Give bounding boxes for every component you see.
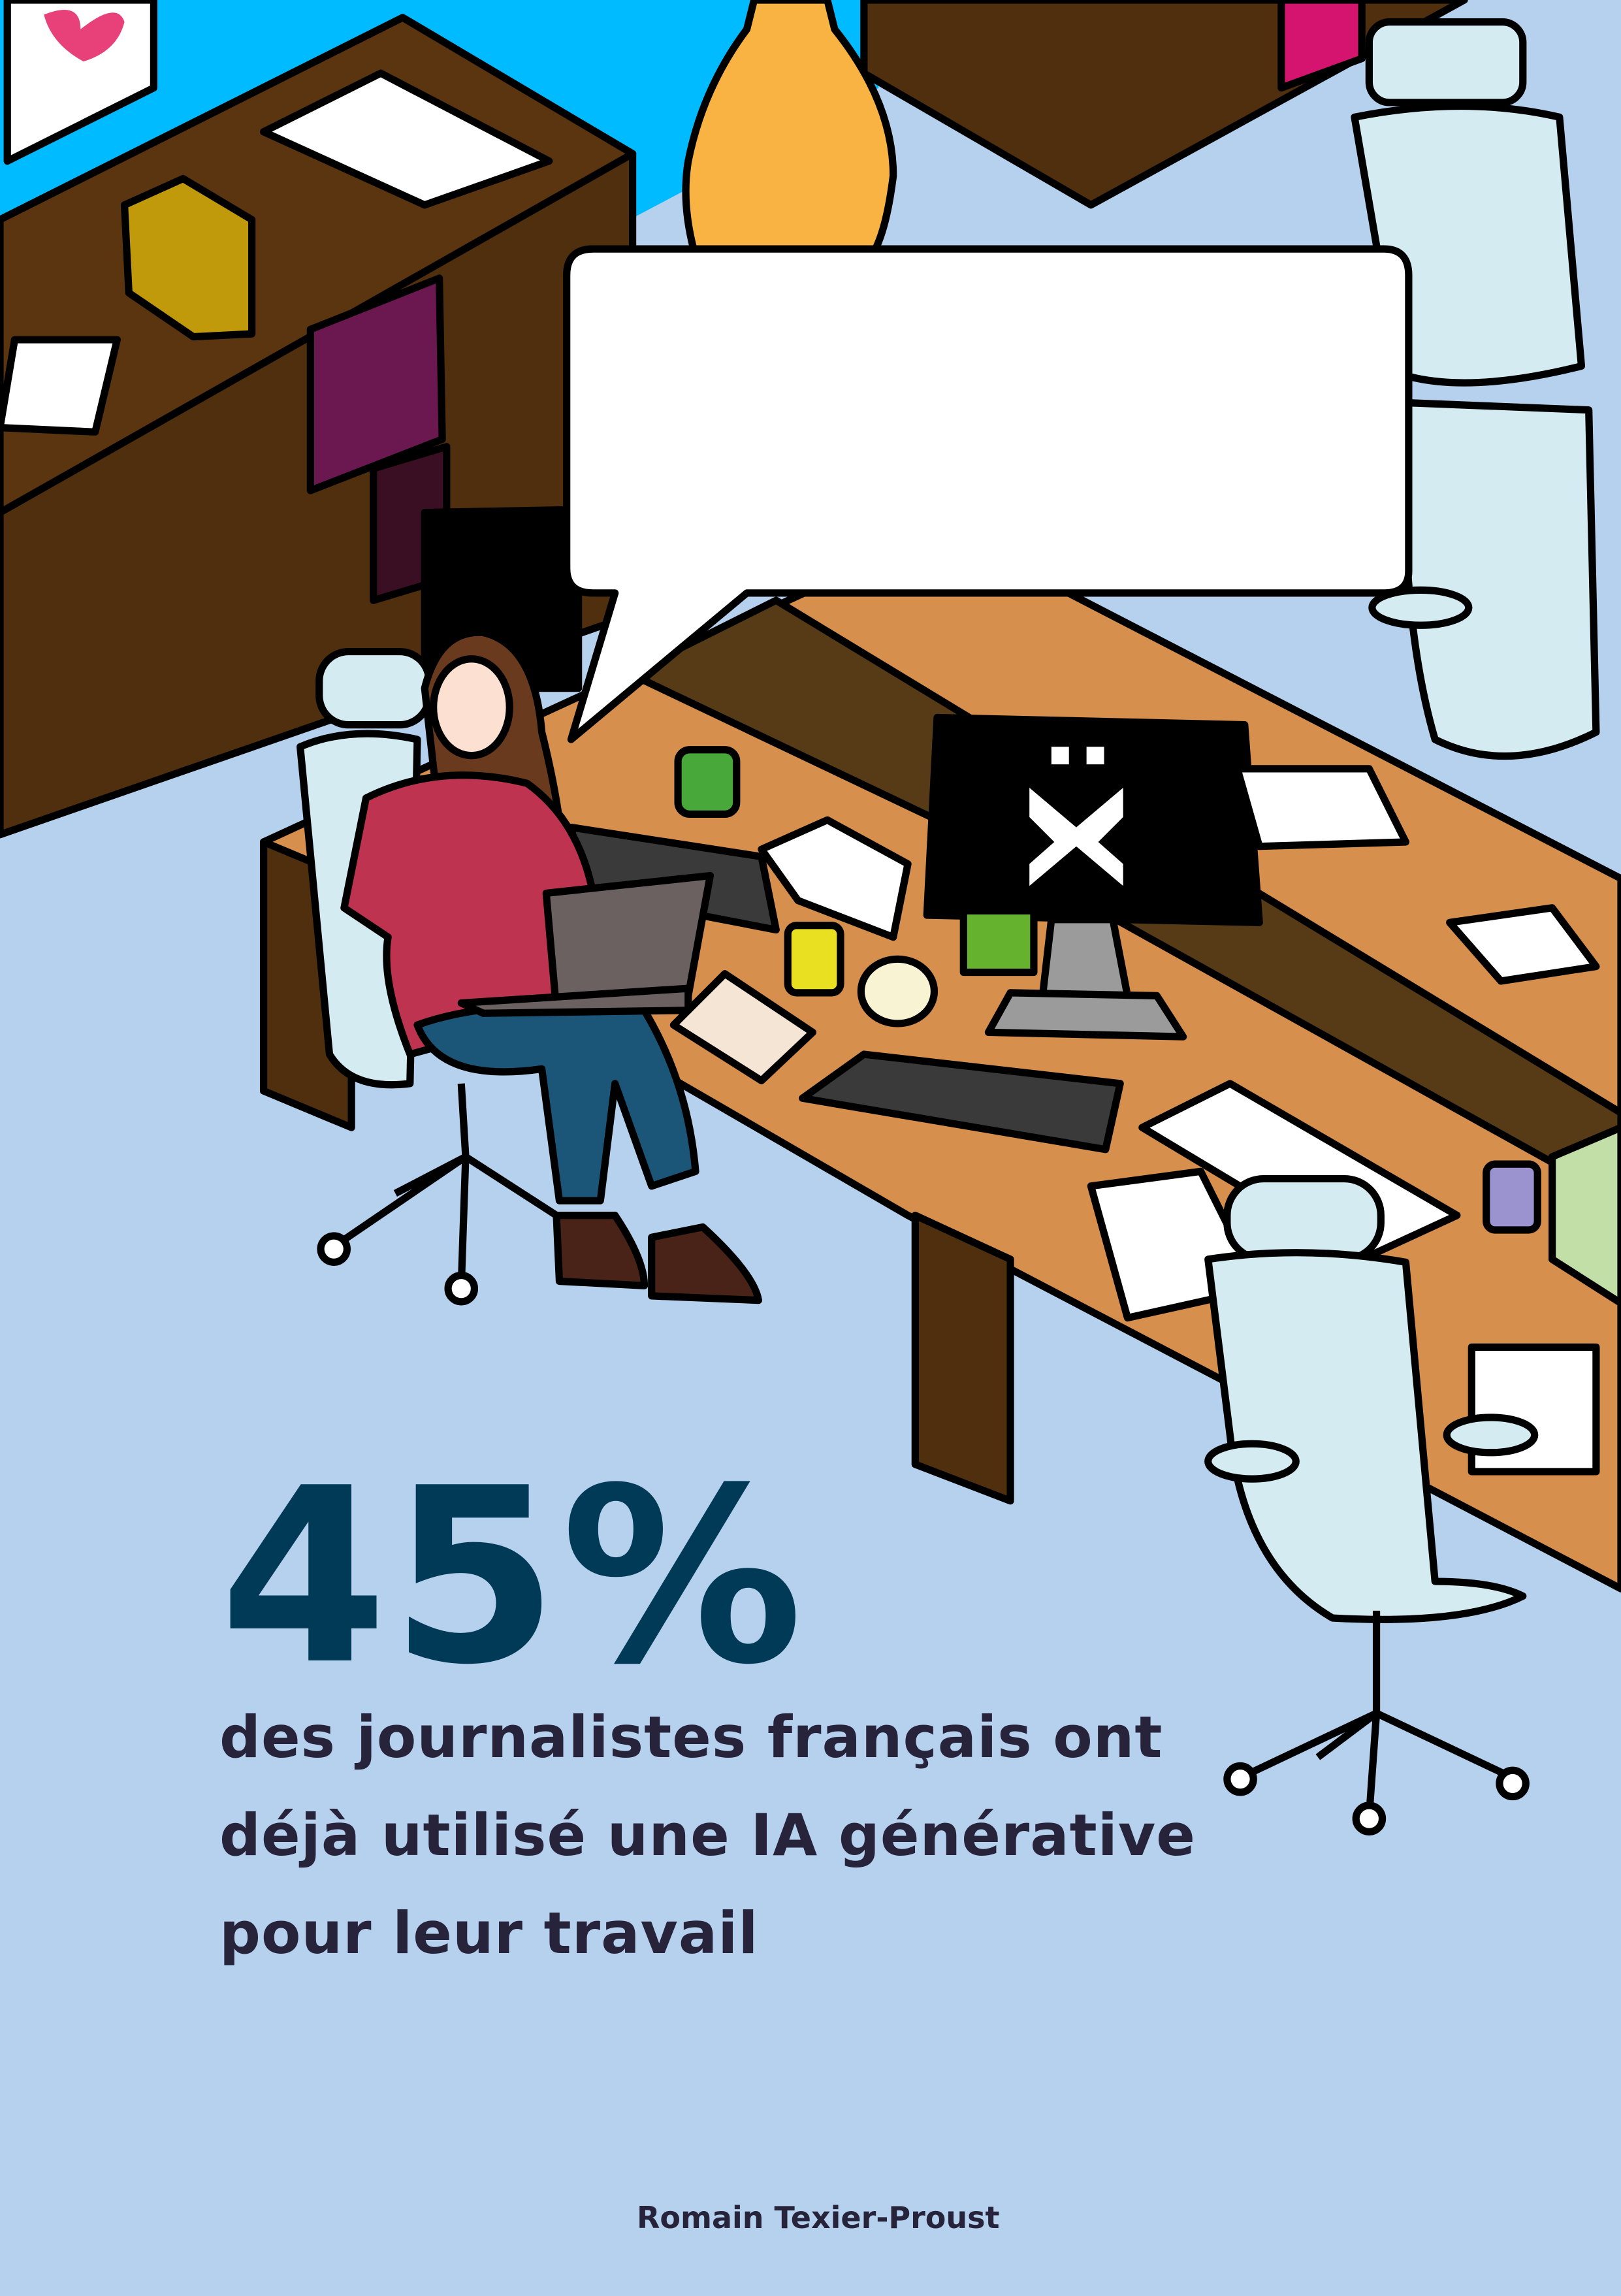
monitor-stand <box>1038 916 1132 999</box>
face <box>430 655 513 760</box>
pencil-cup <box>784 922 844 997</box>
yellow-box <box>120 174 256 341</box>
caption-line: pour leur travail <box>219 1900 759 1967</box>
empty-chair-front <box>1204 1174 1539 1835</box>
white-paper-left <box>0 336 121 436</box>
green-mug <box>674 746 741 818</box>
papers-stack <box>259 69 553 209</box>
speech-bubble <box>563 245 1413 743</box>
caption: des journalistes français ont déjà utili… <box>219 1689 1264 1982</box>
mouse <box>857 955 939 1027</box>
purple-cup <box>1483 1160 1541 1234</box>
green-box <box>1549 1124 1621 1307</box>
app-logo-icon <box>1029 747 1123 886</box>
laptop-base <box>457 984 692 1017</box>
author-credit: Romain Texier-Proust <box>637 2200 1000 2235</box>
paper-sheet-right <box>1233 765 1410 850</box>
paper-sheet-right2 <box>1446 904 1600 985</box>
keyboard <box>799 1050 1124 1154</box>
heart-icon <box>44 9 125 62</box>
desk-leg-right <box>911 1212 1014 1505</box>
notepad <box>669 970 816 1084</box>
woman-working <box>340 628 763 1304</box>
purple-books <box>306 274 446 494</box>
white-paper-desk <box>1468 1343 1600 1476</box>
shoe-left <box>553 1212 649 1289</box>
caption-line: déjà utilisé une IA générative <box>219 1802 1196 1869</box>
shirt <box>340 771 597 1058</box>
paper-sheet <box>758 816 912 941</box>
green-book <box>959 907 1038 977</box>
heart-poster <box>3 0 158 165</box>
monitor-base <box>984 989 1187 1041</box>
magenta-books <box>1277 0 1366 92</box>
headline-percentage: 45% <box>219 1437 806 1718</box>
caption-line: des journalistes français ont <box>219 1704 1163 1771</box>
shoe-right <box>648 1223 763 1304</box>
